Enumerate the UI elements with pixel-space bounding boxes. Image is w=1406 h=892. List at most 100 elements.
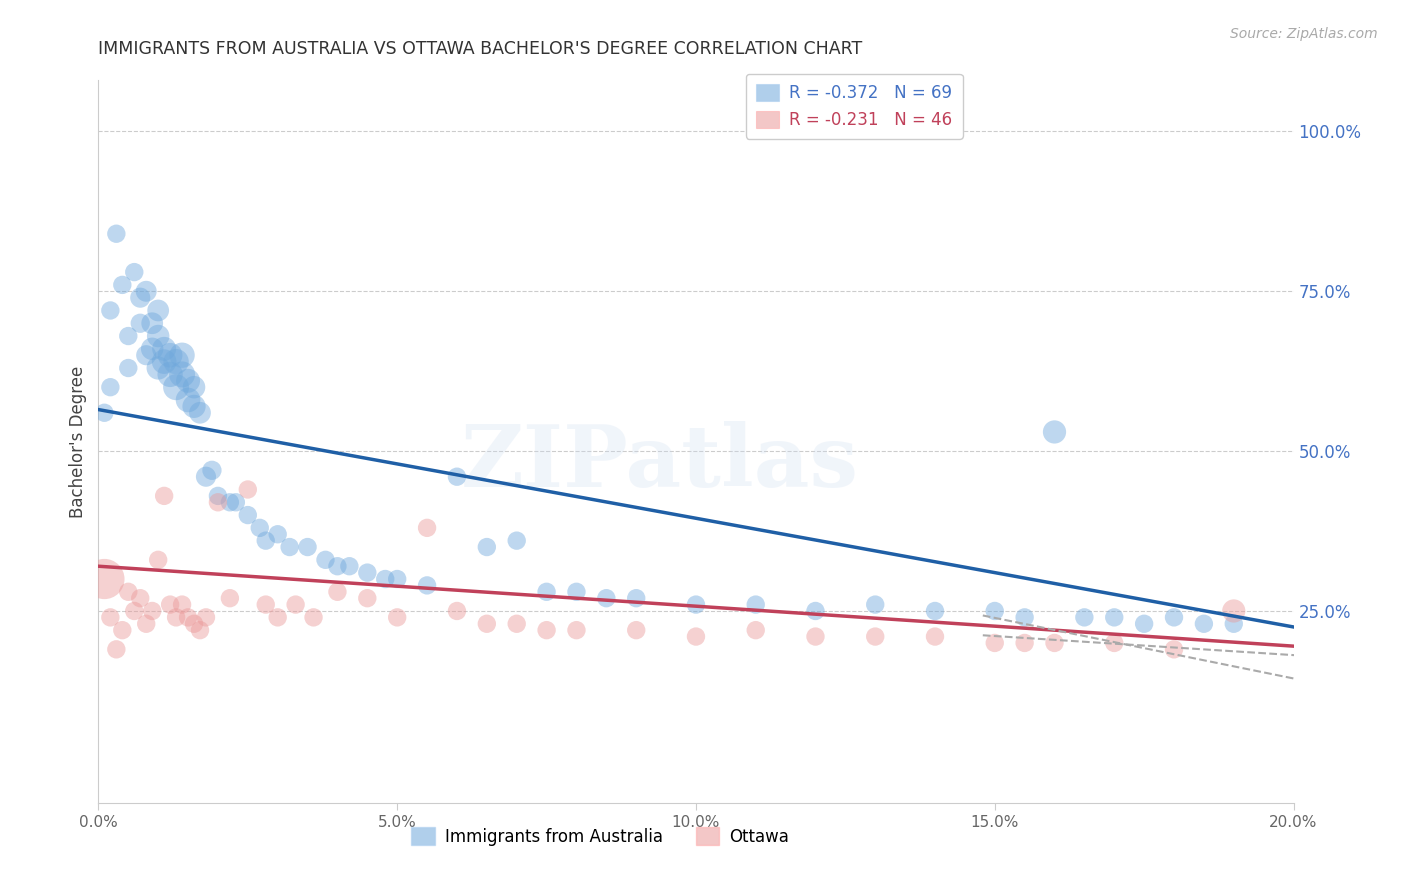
Point — [1133, 616, 1156, 631]
Point — [924, 604, 946, 618]
Point — [385, 610, 409, 624]
Point — [98, 380, 122, 394]
Point — [1104, 636, 1126, 650]
Point — [475, 616, 498, 631]
Point — [201, 463, 224, 477]
Point — [506, 616, 529, 631]
Point — [141, 604, 163, 618]
Point — [225, 495, 247, 509]
Point — [135, 348, 157, 362]
Point — [745, 598, 768, 612]
Point — [339, 559, 361, 574]
Point — [1163, 642, 1185, 657]
Point — [356, 591, 378, 606]
Point — [267, 610, 290, 624]
Point — [207, 495, 229, 509]
Point — [278, 540, 301, 554]
Point — [1163, 610, 1185, 624]
Point — [1043, 425, 1066, 439]
Point — [416, 578, 439, 592]
Point — [536, 584, 558, 599]
Text: ZIPatlas: ZIPatlas — [461, 421, 859, 505]
Point — [865, 598, 887, 612]
Point — [117, 361, 139, 376]
Point — [117, 329, 139, 343]
Point — [165, 354, 187, 368]
Point — [506, 533, 529, 548]
Point — [249, 521, 271, 535]
Point — [93, 406, 115, 420]
Legend: Immigrants from Australia, Ottawa: Immigrants from Australia, Ottawa — [405, 821, 796, 852]
Point — [148, 361, 170, 376]
Point — [1073, 610, 1095, 624]
Point — [188, 623, 211, 637]
Point — [1192, 616, 1215, 631]
Point — [446, 469, 468, 483]
Point — [1104, 610, 1126, 624]
Point — [475, 540, 498, 554]
Point — [195, 469, 218, 483]
Point — [254, 533, 277, 548]
Point — [685, 598, 707, 612]
Point — [745, 623, 768, 637]
Point — [1043, 636, 1066, 650]
Point — [183, 400, 205, 414]
Point — [536, 623, 558, 637]
Point — [326, 584, 349, 599]
Point — [219, 591, 242, 606]
Point — [595, 591, 617, 606]
Point — [207, 489, 229, 503]
Point — [129, 291, 152, 305]
Y-axis label: Bachelor's Degree: Bachelor's Degree — [69, 366, 87, 517]
Point — [984, 636, 1007, 650]
Point — [1223, 604, 1246, 618]
Point — [236, 483, 259, 497]
Text: IMMIGRANTS FROM AUSTRALIA VS OTTAWA BACHELOR'S DEGREE CORRELATION CHART: IMMIGRANTS FROM AUSTRALIA VS OTTAWA BACH… — [98, 40, 863, 58]
Point — [284, 598, 307, 612]
Point — [267, 527, 290, 541]
Point — [626, 623, 648, 637]
Point — [172, 368, 194, 382]
Point — [315, 553, 337, 567]
Point — [105, 227, 128, 241]
Point — [159, 598, 181, 612]
Point — [297, 540, 319, 554]
Point — [124, 265, 146, 279]
Point — [172, 348, 194, 362]
Point — [177, 392, 200, 407]
Point — [117, 584, 139, 599]
Point — [172, 598, 194, 612]
Point — [135, 285, 157, 299]
Text: Source: ZipAtlas.com: Source: ZipAtlas.com — [1230, 27, 1378, 41]
Point — [148, 303, 170, 318]
Point — [188, 406, 211, 420]
Point — [153, 342, 176, 356]
Point — [1014, 610, 1036, 624]
Point — [385, 572, 409, 586]
Point — [236, 508, 259, 522]
Point — [626, 591, 648, 606]
Point — [1014, 636, 1036, 650]
Point — [565, 584, 588, 599]
Point — [124, 604, 146, 618]
Point — [177, 374, 200, 388]
Point — [135, 616, 157, 631]
Point — [153, 354, 176, 368]
Point — [141, 316, 163, 330]
Point — [93, 572, 115, 586]
Point — [326, 559, 349, 574]
Point — [159, 368, 181, 382]
Point — [105, 642, 128, 657]
Point — [177, 610, 200, 624]
Point — [111, 623, 134, 637]
Point — [1223, 616, 1246, 631]
Point — [254, 598, 277, 612]
Point — [356, 566, 378, 580]
Point — [416, 521, 439, 535]
Point — [165, 610, 187, 624]
Point — [153, 489, 176, 503]
Point — [148, 553, 170, 567]
Point — [141, 342, 163, 356]
Point — [865, 630, 887, 644]
Point — [111, 277, 134, 292]
